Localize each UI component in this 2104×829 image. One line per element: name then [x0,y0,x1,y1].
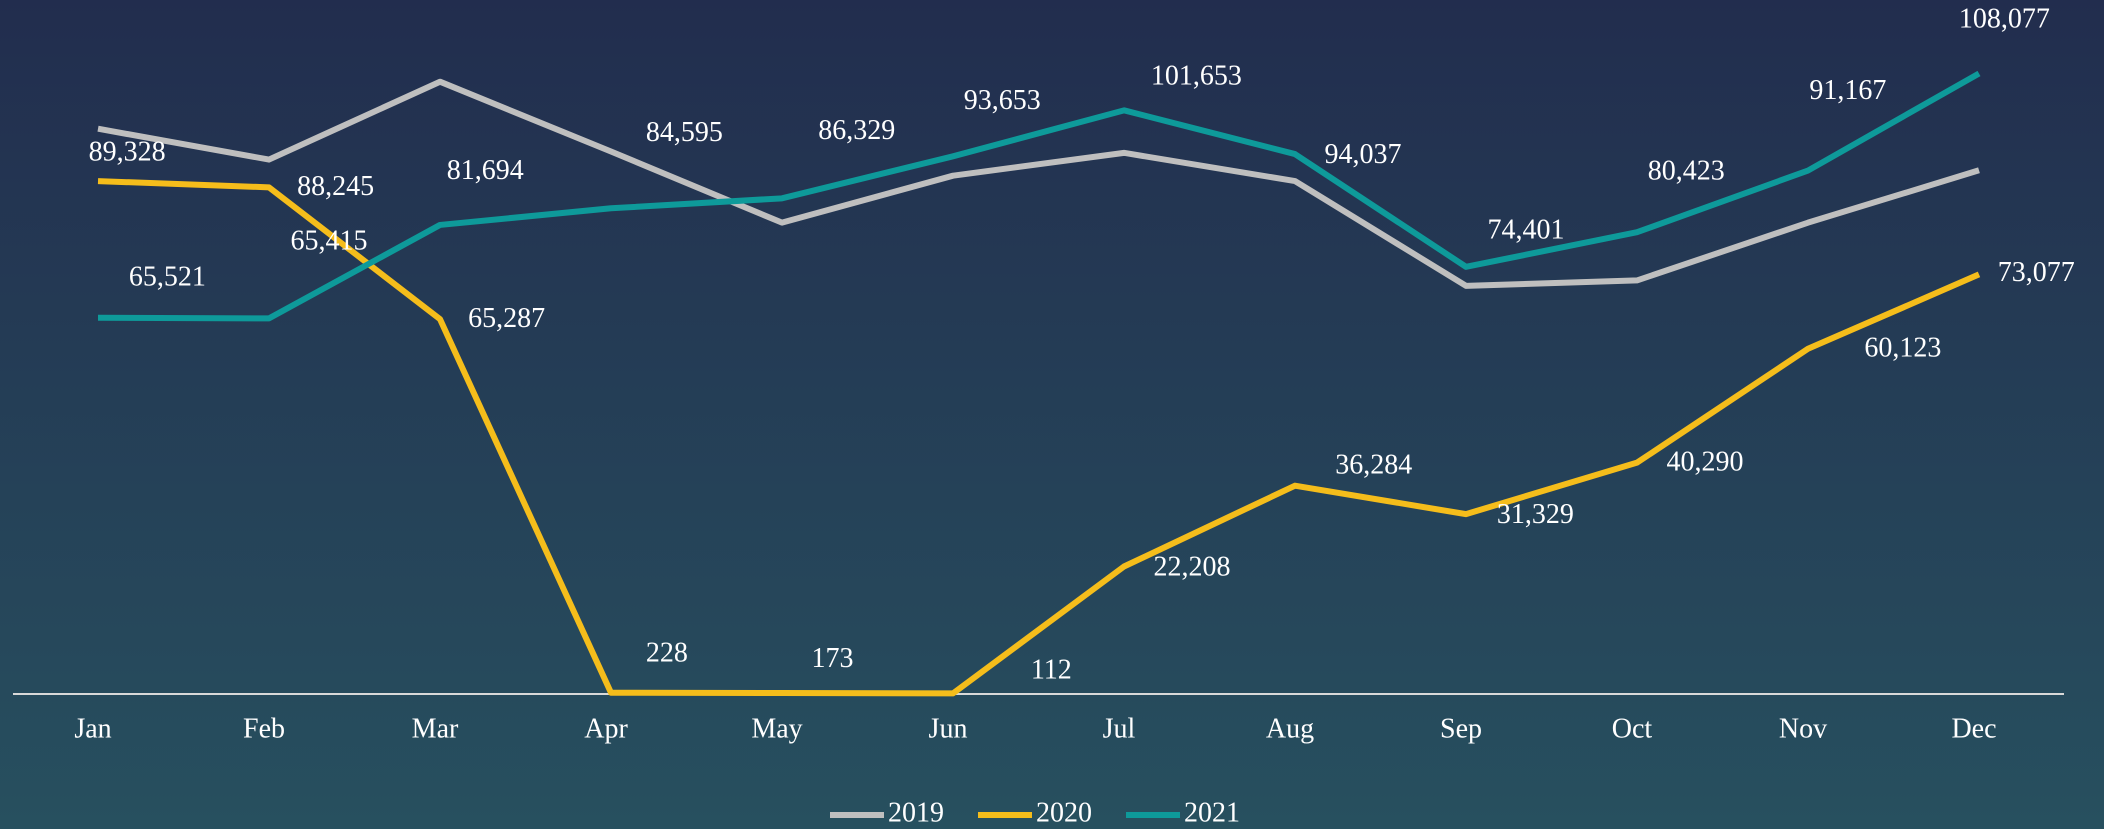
data-label: 91,167 [1809,75,1886,106]
data-label: 108,077 [1959,4,2050,35]
legend-label: 2020 [1036,797,1092,828]
series-line [97,78,1980,289]
x-tick-label: May [751,713,802,744]
x-tick-label: Oct [1612,713,1653,744]
data-label: 36,284 [1335,449,1412,480]
data-label: 65,521 [129,261,206,292]
data-label: 101,653 [1151,61,1242,92]
data-label: 80,423 [1648,156,1725,187]
data-label: 81,694 [447,155,524,186]
data-label: 112 [1031,654,1072,685]
data-label: 31,329 [1497,499,1574,530]
data-label: 228 [646,638,688,669]
data-label: 84,595 [646,117,723,148]
x-tick-label: Dec [1951,713,1996,744]
data-label: 65,287 [468,303,545,334]
x-tick-label: Jul [1103,713,1136,744]
data-label: 89,328 [89,137,166,168]
data-label: 65,415 [290,226,367,257]
legend-label: 2019 [888,797,944,828]
x-tick-label: Mar [412,713,459,744]
x-tick-label: Apr [584,713,628,744]
data-label: 88,245 [297,171,374,202]
x-tick-label: Jun [929,713,968,744]
x-tick-label: Aug [1266,713,1314,744]
x-tick-label: Jan [74,713,111,744]
data-label: 94,037 [1325,139,1402,170]
series-line [97,70,1981,322]
legend-label: 2021 [1184,797,1240,828]
x-tick-label: Feb [243,713,285,744]
data-label: 93,653 [964,85,1041,116]
data-label: 74,401 [1487,214,1564,245]
x-tick-label: Sep [1440,713,1482,744]
data-label: 73,077 [1998,257,2075,288]
data-label: 40,290 [1667,446,1744,477]
data-label: 86,329 [818,115,895,146]
data-label: 60,123 [1864,333,1941,364]
data-label: 173 [812,643,854,674]
series-line [97,178,1981,697]
data-label: 22,208 [1154,552,1231,583]
x-tick-label: Nov [1779,713,1827,744]
